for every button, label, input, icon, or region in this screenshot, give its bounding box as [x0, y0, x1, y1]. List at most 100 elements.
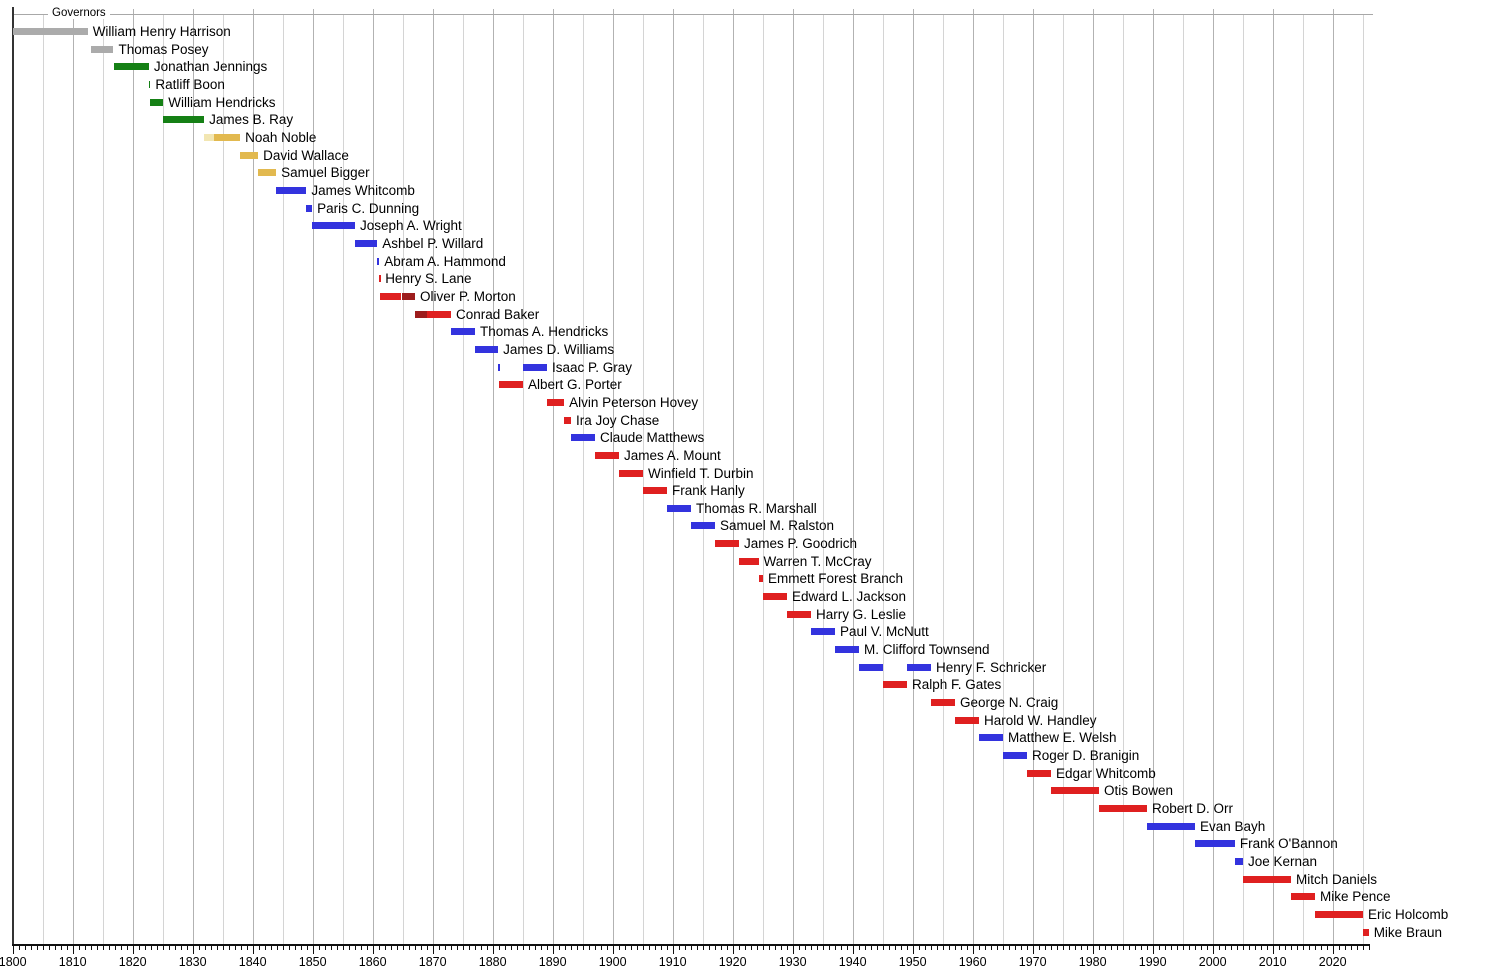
minor-tick	[966, 946, 968, 950]
major-tick-1840	[252, 946, 254, 954]
minor-tick	[282, 946, 284, 950]
term-bar	[523, 363, 547, 371]
minor-tick	[300, 946, 302, 950]
term-bar	[1363, 928, 1369, 936]
minor-tick	[408, 946, 410, 950]
minor-tick	[498, 946, 500, 950]
term-bar	[907, 663, 931, 671]
minor-tick	[510, 946, 512, 950]
minor-tick	[1194, 946, 1196, 950]
minor-tick	[114, 946, 116, 950]
minor-tick	[540, 946, 542, 950]
governor-label: Harold W. Handley	[984, 712, 1097, 728]
term-bar	[379, 275, 381, 283]
governor-label: James D. Williams	[503, 341, 615, 357]
minor-tick	[1206, 946, 1208, 950]
minor-tick	[270, 946, 272, 950]
governor-label: David Wallace	[263, 147, 349, 163]
governor-label: Eric Holcomb	[1368, 907, 1449, 922]
minor-tick	[720, 946, 722, 950]
minor-tick	[366, 946, 368, 950]
governor-label: Joseph A. Wright	[360, 218, 462, 234]
minor-tick	[240, 946, 242, 950]
gridline-1985	[1122, 14, 1124, 944]
gridline-1975	[1062, 14, 1064, 944]
minor-tick	[1158, 946, 1160, 950]
governor-label: Henry F. Schricker	[936, 659, 1047, 675]
governor-label: Thomas Posey	[118, 41, 209, 57]
gridline-1870	[432, 9, 434, 944]
minor-tick	[948, 946, 950, 950]
minor-tick	[906, 946, 908, 950]
minor-tick	[1338, 946, 1340, 950]
gridline-1950	[912, 9, 914, 944]
term-bar	[204, 133, 214, 141]
gridline-1940	[852, 9, 854, 944]
minor-tick	[660, 946, 662, 950]
minor-tick	[360, 946, 362, 950]
governor-label: Ratliff Boon	[155, 76, 225, 92]
minor-tick	[444, 946, 446, 950]
gridline-1900	[612, 9, 614, 944]
term-bar	[499, 381, 523, 389]
axis-tick-label-1870: 1870	[418, 955, 447, 969]
minor-tick	[414, 946, 416, 950]
minor-tick	[60, 946, 62, 950]
term-bar	[1315, 911, 1363, 918]
minor-tick	[1350, 946, 1352, 950]
minor-tick	[294, 946, 296, 950]
governor-label: Ashbel P. Willard	[382, 235, 484, 251]
minor-tick	[744, 946, 746, 950]
minor-tick	[150, 946, 152, 950]
minor-tick	[1020, 946, 1022, 950]
gridline-2000	[1212, 9, 1214, 944]
minor-tick	[564, 946, 566, 950]
governor-label: James A. Mount	[624, 447, 721, 463]
term-bar	[758, 575, 763, 583]
minor-tick	[474, 946, 476, 950]
gridline-2020	[1332, 9, 1334, 944]
major-tick-1820	[132, 946, 134, 954]
minor-tick	[1224, 946, 1226, 950]
minor-tick	[840, 946, 842, 950]
axis-tick-label-1950: 1950	[898, 955, 927, 969]
governor-label: George N. Craig	[960, 695, 1059, 711]
minor-tick	[468, 946, 470, 950]
gridline-1805	[42, 14, 44, 944]
minor-tick	[630, 946, 632, 950]
minor-tick	[144, 946, 146, 950]
minor-tick	[216, 946, 218, 950]
governor-label: Ira Joy Chase	[576, 412, 660, 428]
gridline-2015	[1302, 14, 1304, 944]
gridline-1850	[312, 9, 314, 944]
major-tick-1920	[732, 946, 734, 954]
major-tick-1850	[312, 946, 314, 954]
term-bar	[739, 557, 759, 565]
axis-tick-label-2000: 2000	[1198, 955, 1227, 969]
term-bar	[1099, 805, 1147, 813]
governor-label: James Whitcomb	[311, 182, 415, 198]
minor-tick	[600, 946, 602, 950]
minor-tick	[636, 946, 638, 950]
term-bar	[276, 186, 307, 194]
governor-label: Frank Hanly	[672, 483, 745, 499]
minor-tick	[1236, 946, 1238, 950]
minor-tick	[516, 946, 518, 950]
governor-label: Mitch Daniels	[1296, 871, 1378, 887]
term-bar	[475, 345, 499, 353]
term-bar	[691, 522, 715, 530]
major-tick-1960	[972, 946, 974, 954]
minor-tick	[924, 946, 926, 950]
minor-tick	[1296, 946, 1298, 950]
governor-label: Mike Pence	[1320, 889, 1391, 905]
minor-tick	[84, 946, 86, 950]
term-bar	[415, 310, 427, 318]
minor-tick	[1242, 946, 1244, 950]
axis-tick-label-1890: 1890	[538, 955, 567, 969]
minor-tick	[18, 946, 20, 950]
governor-label: Edgar Whitcomb	[1056, 765, 1156, 781]
term-bar	[1243, 875, 1291, 883]
major-tick-1930	[792, 946, 794, 954]
major-tick-1890	[552, 946, 554, 954]
